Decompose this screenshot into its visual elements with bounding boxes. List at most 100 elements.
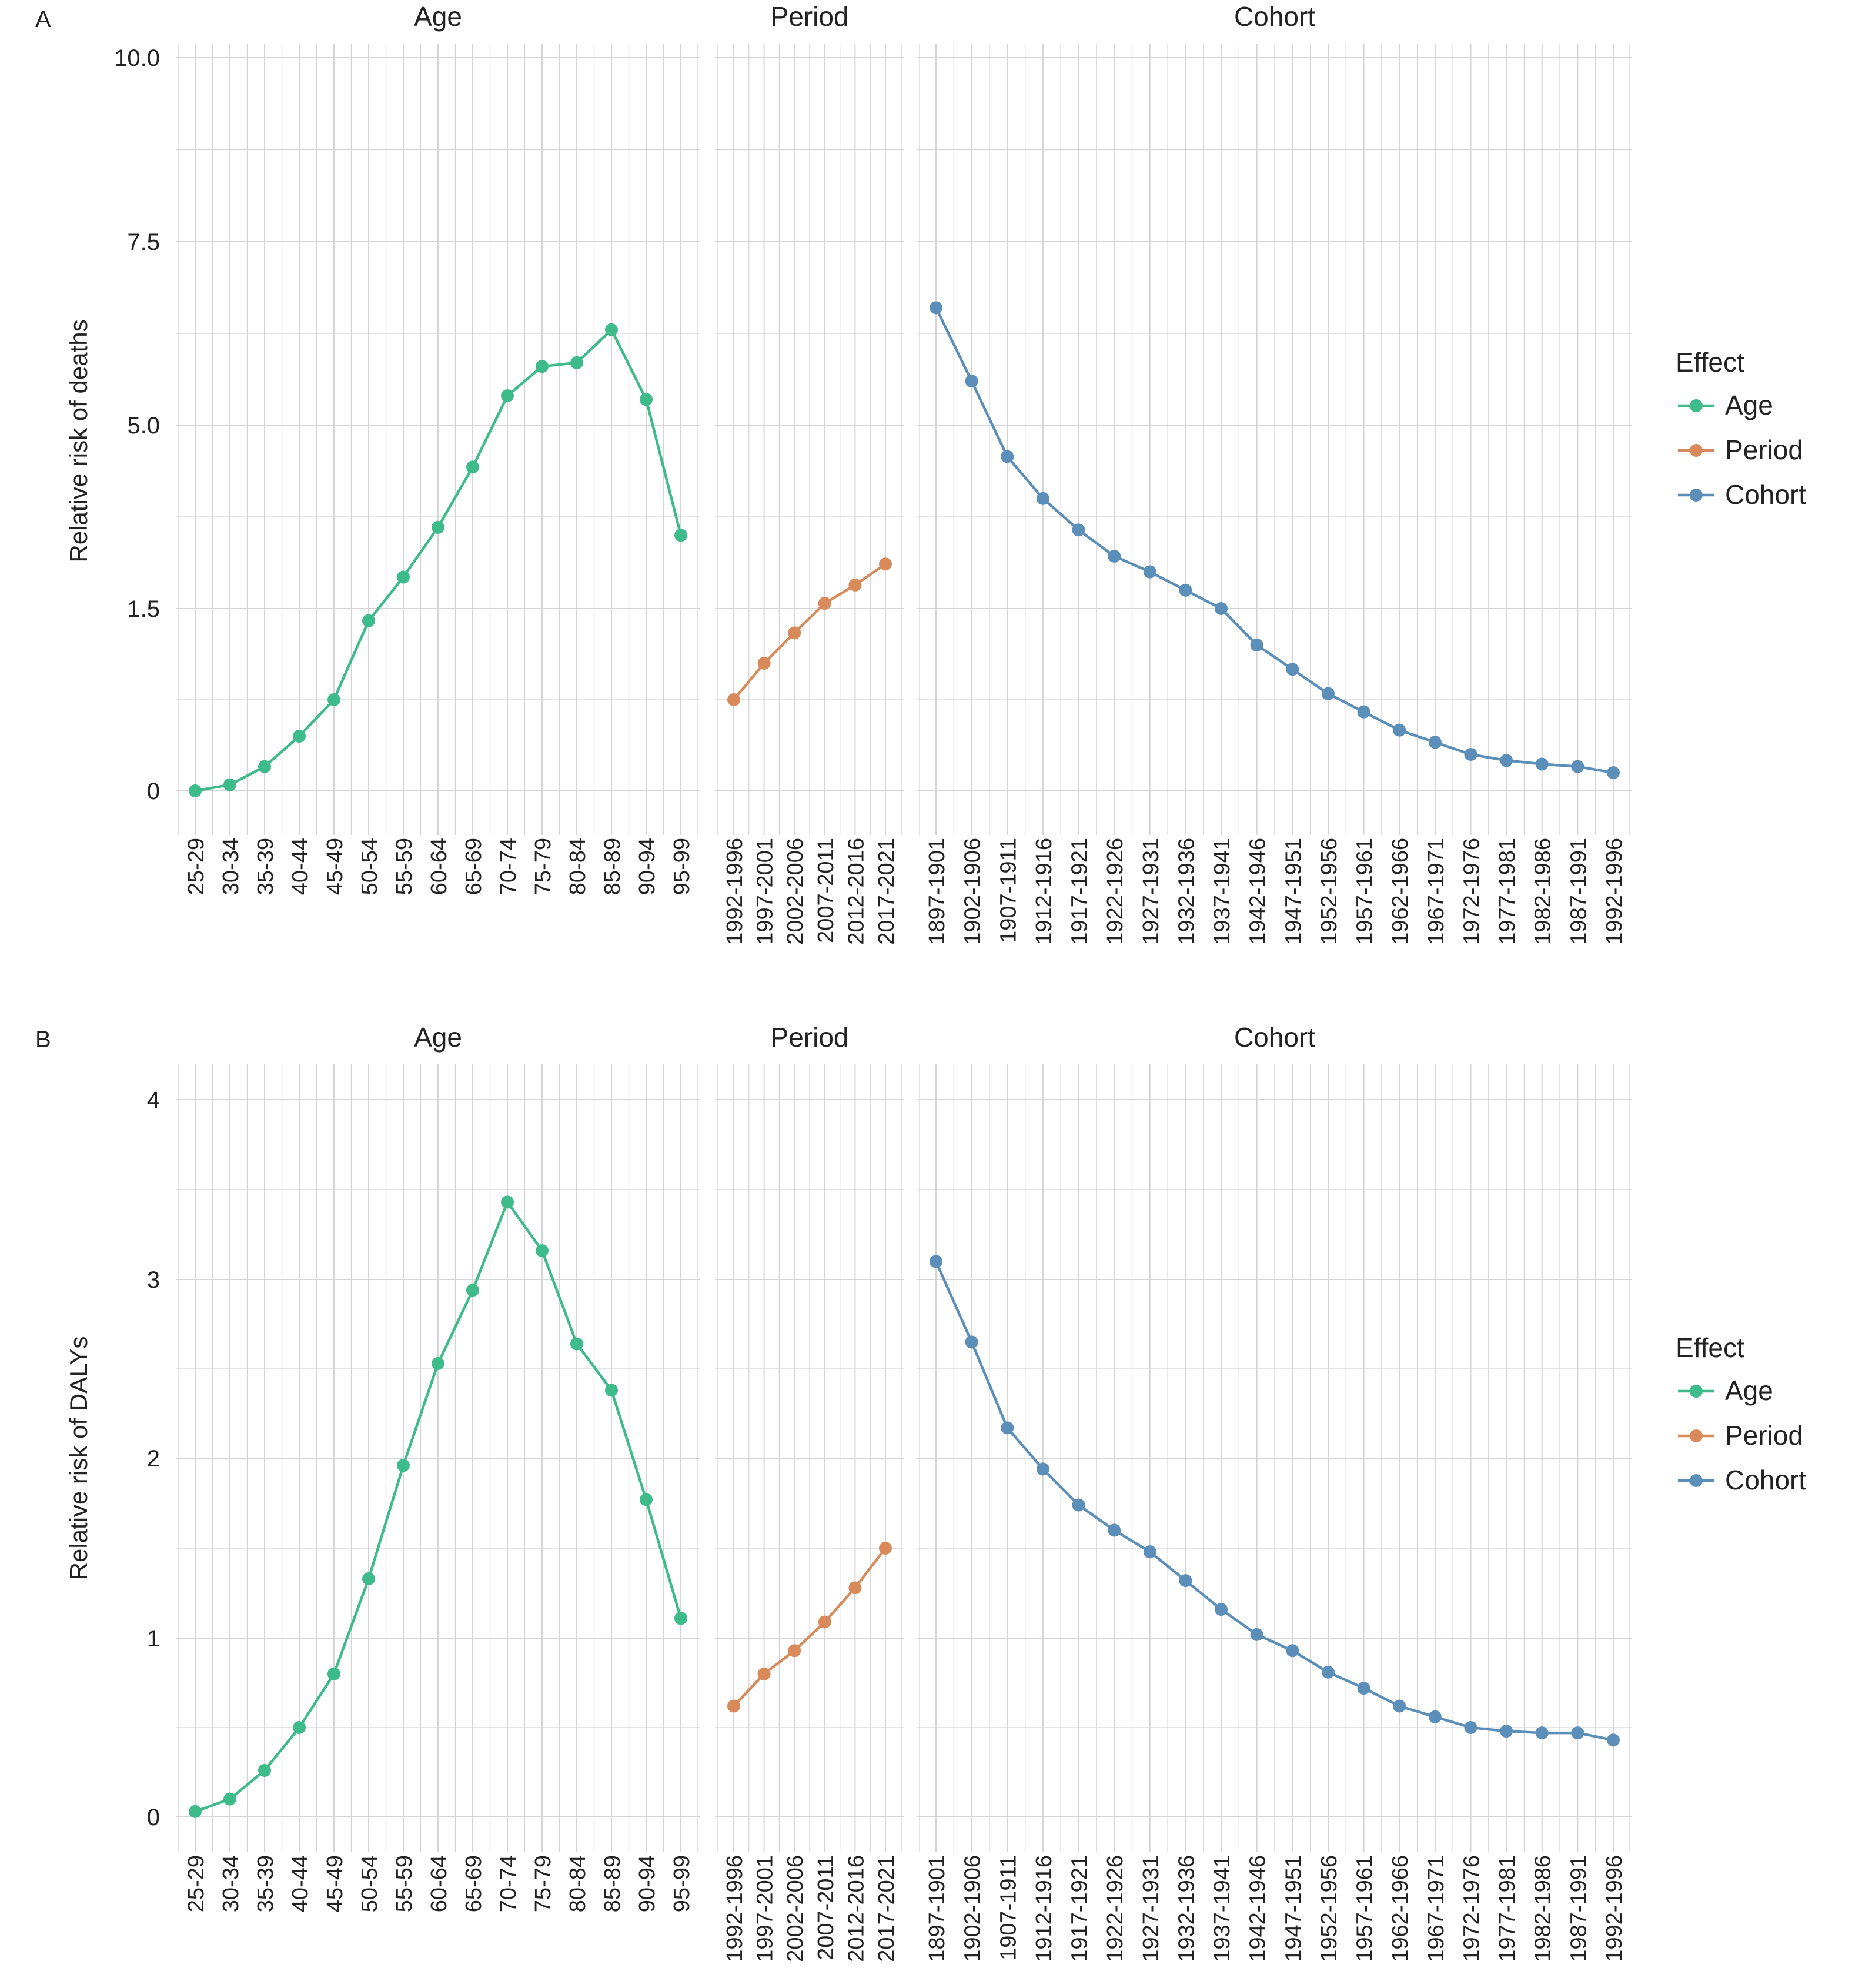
x-tick-label: 2007-2011	[814, 1855, 838, 1960]
x-tick-label: 1987-1991	[1566, 1855, 1591, 1962]
y-tick-label: 5.0	[127, 413, 160, 439]
x-tick-label: 25-29	[184, 838, 209, 895]
legend-key-point	[1690, 1385, 1703, 1398]
x-tick-label: 45-49	[323, 838, 347, 895]
data-point-age	[362, 614, 375, 627]
x-tick-label: 30-34	[219, 838, 243, 895]
facet-title: Age	[414, 1, 462, 32]
data-point-cohort	[1286, 663, 1299, 676]
data-point-period	[848, 578, 862, 592]
x-tick-label: 1922-1926	[1103, 838, 1128, 945]
data-point-cohort	[1357, 705, 1370, 719]
data-point-cohort	[1250, 639, 1263, 651]
y-axis-title: Relative risk of DALYs	[65, 1337, 92, 1581]
x-tick-label: 70-74	[496, 1855, 521, 1912]
data-point-age	[605, 1384, 618, 1397]
x-tick-label: 1912-1916	[1032, 838, 1057, 945]
data-point-age	[674, 529, 687, 542]
x-tick-label: 85-89	[600, 1855, 625, 1912]
facet-age: Age 25-29 30-34 35-39 40-44 45-49 50-54 55-59 60…	[176, 1, 700, 895]
data-point-cohort	[1321, 687, 1335, 700]
x-tick-label: 2017-2021	[874, 838, 899, 945]
data-point-cohort	[1393, 723, 1406, 737]
x-tick-label: 1912-1916	[1032, 1855, 1057, 1962]
legend: Effect Age Period Cohort	[1676, 347, 1806, 510]
data-point-age	[570, 356, 583, 369]
y-tick-label: 2	[147, 1446, 160, 1472]
legend-label-age: Age	[1725, 1375, 1773, 1406]
x-tick-label: 1987-1991	[1566, 838, 1591, 945]
y-tick-label: 1.5	[127, 596, 160, 622]
data-point-cohort	[1464, 1721, 1477, 1734]
x-tick-label: 1977-1981	[1495, 838, 1520, 945]
x-tick-label: 1967-1971	[1424, 838, 1449, 945]
data-point-cohort	[1108, 1523, 1121, 1537]
facet-period: Period 1992-1996 1997-2001 2002-2006 2007-20…	[715, 1, 904, 945]
data-point-age	[397, 570, 410, 584]
facet-title: Period	[771, 1022, 849, 1053]
x-tick-label: 1922-1926	[1103, 1855, 1128, 1962]
x-tick-label: 1992-1996	[723, 1855, 747, 1962]
legend-key-point	[1690, 1474, 1703, 1487]
legend-label-period: Period	[1725, 1420, 1803, 1451]
data-point-cohort	[1500, 1725, 1513, 1738]
data-point-cohort	[1535, 757, 1549, 771]
data-point-cohort	[1357, 1682, 1370, 1695]
x-tick-label: 1907-1911	[996, 1855, 1021, 1960]
x-tick-label: 80-84	[566, 1855, 590, 1912]
x-tick-label: 1942-1946	[1246, 838, 1271, 945]
legend-label-cohort: Cohort	[1725, 1465, 1806, 1495]
x-tick-label: 80-84	[566, 838, 590, 895]
x-tick-label: 2007-2011	[814, 838, 838, 943]
data-point-age	[570, 1337, 583, 1351]
data-point-period	[788, 626, 801, 640]
panel-b: B Relative risk of DALYs 0 1 2 3 4 Age 25-29 30-3…	[35, 1022, 1806, 1962]
panel-a: A Relative risk of deaths 0 1.5 5.0 7.5 10.0 Ag…	[35, 1, 1806, 945]
x-tick-label: 1957-1961	[1353, 1855, 1378, 1962]
data-point-cohort	[1143, 1545, 1156, 1559]
data-point-cohort	[1036, 492, 1049, 505]
data-point-age	[466, 1284, 479, 1297]
data-point-age	[362, 1572, 375, 1586]
x-tick-label: 2017-2021	[874, 1855, 899, 1962]
x-tick-label: 1917-1921	[1068, 1855, 1092, 1962]
x-tick-label: 1992-1996	[1602, 1855, 1627, 1962]
data-point-age	[293, 1721, 306, 1734]
y-tick-label: 10.0	[114, 45, 160, 71]
data-point-age	[536, 360, 549, 373]
data-point-period	[788, 1644, 801, 1658]
legend-key-point	[1690, 1429, 1703, 1442]
y-tick-label: 3	[147, 1267, 160, 1293]
data-point-cohort	[930, 301, 942, 315]
data-point-cohort	[1001, 450, 1014, 463]
data-point-age	[258, 760, 271, 773]
data-point-age	[466, 460, 479, 474]
data-point-age	[189, 784, 202, 797]
legend-key-point	[1690, 489, 1703, 502]
x-tick-label: 1997-2001	[753, 1855, 778, 1962]
data-point-cohort	[1500, 754, 1513, 767]
legend-label-cohort: Cohort	[1725, 479, 1806, 510]
y-axis-title: Relative risk of deaths	[65, 319, 92, 562]
data-point-cohort	[1215, 602, 1228, 615]
data-point-age	[258, 1763, 271, 1777]
data-point-age	[605, 323, 618, 336]
data-point-cohort	[1464, 748, 1477, 761]
data-point-cohort	[1607, 1733, 1620, 1747]
data-point-cohort	[1393, 1699, 1406, 1713]
data-point-age	[432, 1356, 444, 1370]
x-tick-label: 50-54	[357, 838, 382, 895]
data-point-period	[848, 1581, 862, 1595]
data-point-cohort	[1535, 1726, 1549, 1740]
data-point-cohort	[1179, 583, 1192, 597]
data-point-cohort	[965, 375, 978, 388]
x-tick-label: 1932-1936	[1174, 838, 1199, 945]
data-point-period	[757, 1667, 771, 1680]
data-point-period	[818, 597, 831, 610]
x-tick-label: 2012-2016	[844, 1855, 868, 1962]
x-tick-label: 1962-1966	[1388, 838, 1413, 945]
data-point-age	[293, 730, 306, 743]
x-tick-label: 1952-1956	[1317, 838, 1342, 945]
legend-label-age: Age	[1725, 390, 1773, 420]
x-tick-label: 1997-2001	[753, 838, 778, 945]
